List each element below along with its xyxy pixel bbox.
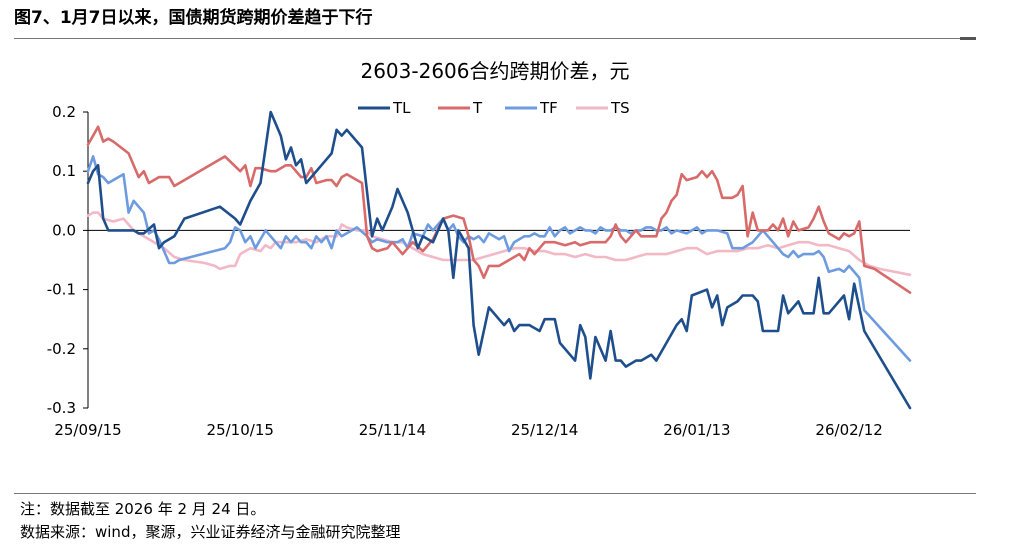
legend-label-tl: TL	[392, 99, 411, 117]
chart-legend: TL T TF TS	[358, 99, 630, 117]
x-tick-label: 25/10/15	[207, 421, 274, 439]
x-tick-label: 26/02/12	[815, 421, 882, 439]
x-tick-label: 25/09/15	[54, 421, 121, 439]
y-tick-label: 0.0	[52, 221, 76, 239]
y-tick-label: -0.2	[47, 340, 76, 358]
chart-series	[86, 110, 912, 410]
chart-axes: 0.2 0.1 0.0 -0.1 -0.2 -0.3 25/09/15 25/10/15 25/…	[47, 103, 910, 439]
series-line-tf	[86, 155, 912, 362]
y-tick-label: -0.1	[47, 281, 76, 299]
data-source: 数据来源：wind，聚源，兴业证券经济与金融研究院整理	[20, 523, 401, 541]
top-rule-accent	[960, 37, 976, 40]
x-tick-label: 25/11/14	[359, 421, 426, 439]
data-note: 注：数据截至 2026 年 2 月 24 日。	[20, 500, 266, 518]
series-line-ts	[86, 211, 912, 277]
chart-title: 2603-2606合约跨期价差，元	[360, 59, 629, 83]
series-line-tl	[86, 110, 912, 410]
figure-title: 图7、1月7日以来，国债期货跨期价差趋于下行	[14, 8, 373, 28]
legend-label-t: T	[472, 99, 483, 117]
spread-chart: 2603-2606合约跨期价差，元 TL T TF TS 0.2 0.1 0.0 -0.1 -…	[47, 59, 912, 439]
legend-label-ts: TS	[610, 99, 630, 117]
legend-label-tf: TF	[539, 99, 558, 117]
top-rule	[14, 38, 976, 39]
bottom-rule	[14, 493, 976, 494]
y-tick-label: 0.2	[52, 103, 76, 121]
series-line-t	[86, 125, 912, 294]
y-tick-label: -0.3	[47, 399, 76, 417]
x-tick-label: 26/01/13	[663, 421, 730, 439]
y-tick-label: 0.1	[52, 162, 76, 180]
x-tick-label: 25/12/14	[511, 421, 578, 439]
